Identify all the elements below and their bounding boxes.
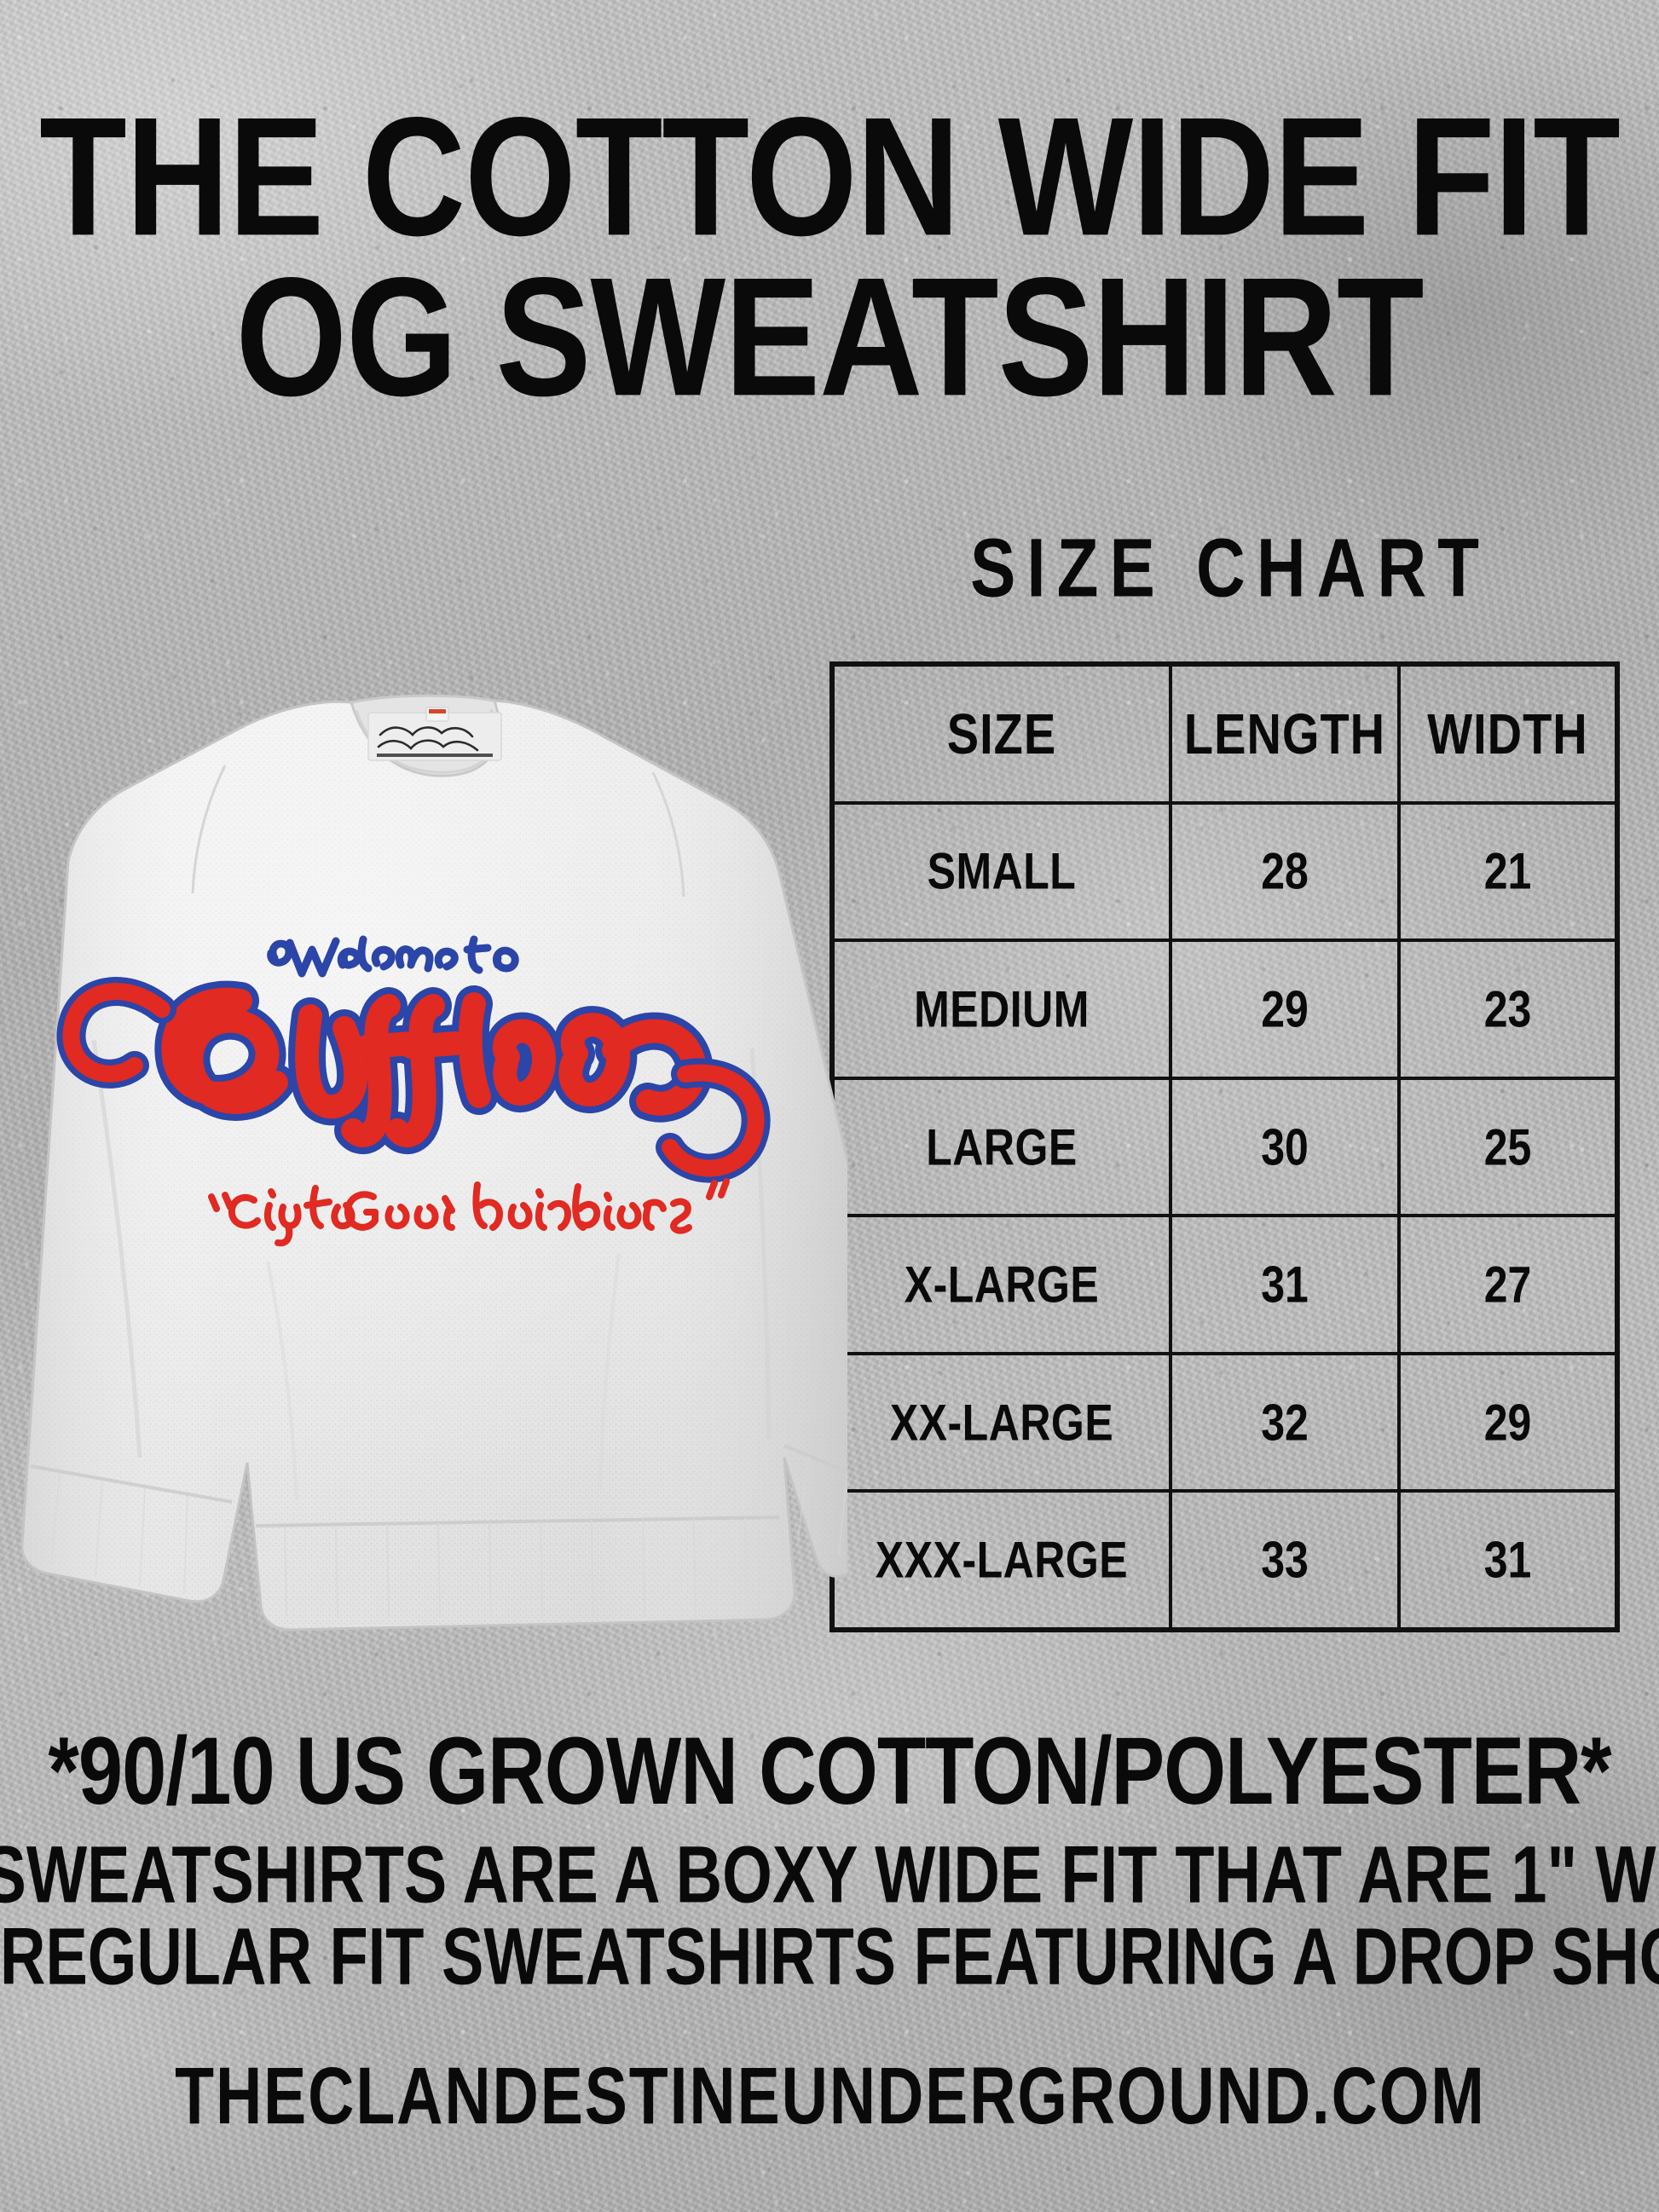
- cell-size: XX-LARGE: [835, 1354, 1172, 1490]
- size-chart-table: SIZE LENGTH WIDTH SMALL 28 21 MEDIUM 29 …: [830, 661, 1620, 1632]
- cell-length: 28: [1172, 804, 1401, 939]
- table-row: X-LARGE 31 27: [835, 1217, 1615, 1355]
- cell-width: 21: [1483, 842, 1532, 900]
- fit-note-line-2: REGULAR FIT SWEATSHIRTS FEATURING A DROP…: [0, 1910, 1659, 2001]
- table-row: SMALL 28 21: [835, 804, 1615, 943]
- cell-length: 32: [1172, 1354, 1401, 1490]
- website-url: THECLANDESTINEUNDERGROUND.COM: [175, 2051, 1486, 2141]
- page-title-line-2: OG SWEATSHIRT: [235, 242, 1424, 431]
- cell-size: SMALL: [835, 804, 1172, 939]
- material-note: *90/10 US GROWN COTTON/POLYESTER*: [48, 1718, 1611, 1825]
- cell-size: XXX-LARGE: [835, 1493, 1172, 1628]
- table-row: XXX-LARGE 33 31: [835, 1493, 1615, 1628]
- table-row: MEDIUM 29 23: [835, 942, 1615, 1080]
- buffalo-graphic: [56, 935, 771, 1247]
- cell-length: 31: [1172, 1217, 1401, 1352]
- neck-label: [367, 707, 502, 761]
- cell-size: MEDIUM: [835, 942, 1172, 1077]
- page-title-line-1: THE COTTON WIDE FIT: [39, 82, 1621, 271]
- column-header-width: WIDTH: [1427, 701, 1588, 765]
- table-header-row: SIZE LENGTH WIDTH: [835, 667, 1615, 805]
- cell-size: LARGE: [835, 1079, 1172, 1215]
- column-header-length: LENGTH: [1172, 667, 1401, 801]
- table-row: LARGE 30 25: [835, 1079, 1615, 1218]
- cell-width: 25: [1483, 1118, 1532, 1176]
- cell-length: 33: [1172, 1493, 1401, 1628]
- cell-width: 29: [1483, 1394, 1532, 1452]
- cell-width: 23: [1483, 980, 1532, 1038]
- cell-length: 30: [1172, 1079, 1401, 1215]
- column-header-size: SIZE: [835, 667, 1172, 801]
- product-photo-sweatshirt: [12, 665, 847, 1645]
- cell-width: 31: [1483, 1531, 1532, 1589]
- cell-length: 29: [1172, 942, 1401, 1077]
- table-row: XX-LARGE 32 29: [835, 1354, 1615, 1493]
- cell-size: X-LARGE: [835, 1217, 1172, 1352]
- fit-note-line-1: SWEATSHIRTS ARE A BOXY WIDE FIT THAT ARE…: [0, 1828, 1659, 1920]
- cell-width: 27: [1483, 1256, 1532, 1314]
- size-chart-heading: SIZE CHART: [970, 521, 1490, 615]
